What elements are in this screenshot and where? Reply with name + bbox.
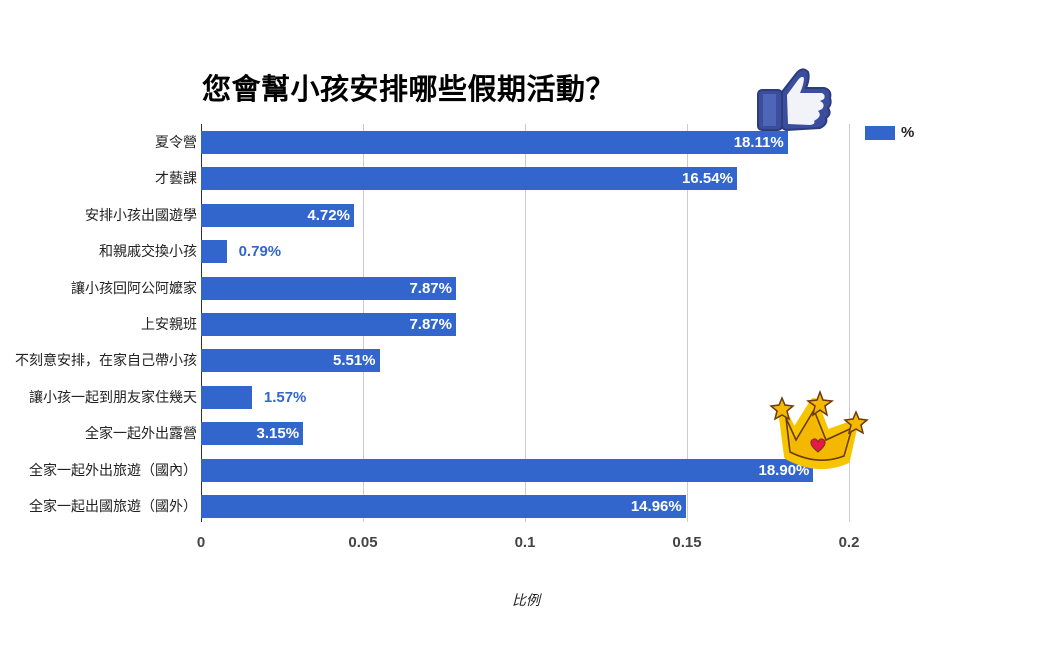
x-tick: 0 bbox=[196, 534, 206, 551]
crown-icon bbox=[769, 390, 869, 470]
bar bbox=[201, 385, 252, 409]
category-label: 安排小孩出國遊學 bbox=[85, 206, 197, 223]
category-label: 全家一起外出旅遊（國內） bbox=[29, 461, 197, 478]
category-label: 全家一起外出露營 bbox=[85, 425, 197, 442]
legend-swatch bbox=[865, 125, 895, 140]
x-tick: 0.1 bbox=[514, 534, 536, 551]
bar bbox=[201, 167, 737, 191]
category-label: 上安親班 bbox=[141, 316, 197, 332]
category-label: 讓小孩一起到朋友家住幾天 bbox=[29, 388, 197, 405]
category-label: 和親戚交換小孩 bbox=[99, 243, 197, 260]
bar-value-label: 14.96% bbox=[630, 498, 682, 515]
bar bbox=[201, 349, 380, 373]
bar-value-label: 7.87% bbox=[409, 279, 452, 297]
bar bbox=[201, 458, 814, 482]
bar-value-label: 3.15% bbox=[256, 425, 300, 443]
category-label: 才藝課 bbox=[155, 170, 197, 187]
gridline-0.2 bbox=[849, 124, 850, 522]
bar bbox=[201, 203, 354, 227]
category-label: 讓小孩回阿公阿嬤家 bbox=[71, 279, 197, 296]
bar bbox=[201, 313, 456, 336]
bar bbox=[201, 422, 304, 446]
bar-value-label: 1.57% bbox=[263, 388, 307, 406]
x-tick: 0.2 bbox=[838, 534, 860, 551]
bar bbox=[201, 240, 227, 264]
x-axis-label: 比例 bbox=[512, 592, 540, 608]
category-label: 不刻意安排，在家自己帶小孩 bbox=[15, 352, 197, 369]
x-tick: 0.05 bbox=[348, 534, 378, 551]
bar-value-label: 18.11% bbox=[733, 134, 784, 151]
bar-value-label: 16.54% bbox=[682, 170, 733, 188]
plot-area: 18.11% 16.54% 4.72% 0.79% 7.87% 7.87% 5.51% 1.5… bbox=[201, 124, 861, 522]
bar-value-label: 0.79% bbox=[238, 243, 282, 261]
category-label: 夏令營 bbox=[155, 134, 197, 150]
gridline-0.1 bbox=[525, 124, 526, 522]
bar bbox=[201, 131, 788, 154]
category-label: 全家一起出國旅遊（國外） bbox=[29, 498, 197, 514]
bar bbox=[201, 495, 686, 518]
chart-title: 您會幫小孩安排哪些假期活動？ bbox=[202, 74, 616, 106]
legend: % bbox=[865, 124, 914, 141]
gridline-0.15 bbox=[687, 124, 688, 522]
thumbs-up-icon bbox=[757, 68, 832, 132]
bar-value-label: 4.72% bbox=[307, 206, 350, 224]
bar-value-label: 5.51% bbox=[332, 352, 376, 370]
bar bbox=[201, 276, 456, 300]
legend-label: % bbox=[901, 124, 915, 141]
bar-value-label: 7.87% bbox=[409, 316, 452, 333]
x-tick: 0.15 bbox=[672, 534, 702, 551]
bar-value-label: 18.90% bbox=[758, 461, 810, 479]
